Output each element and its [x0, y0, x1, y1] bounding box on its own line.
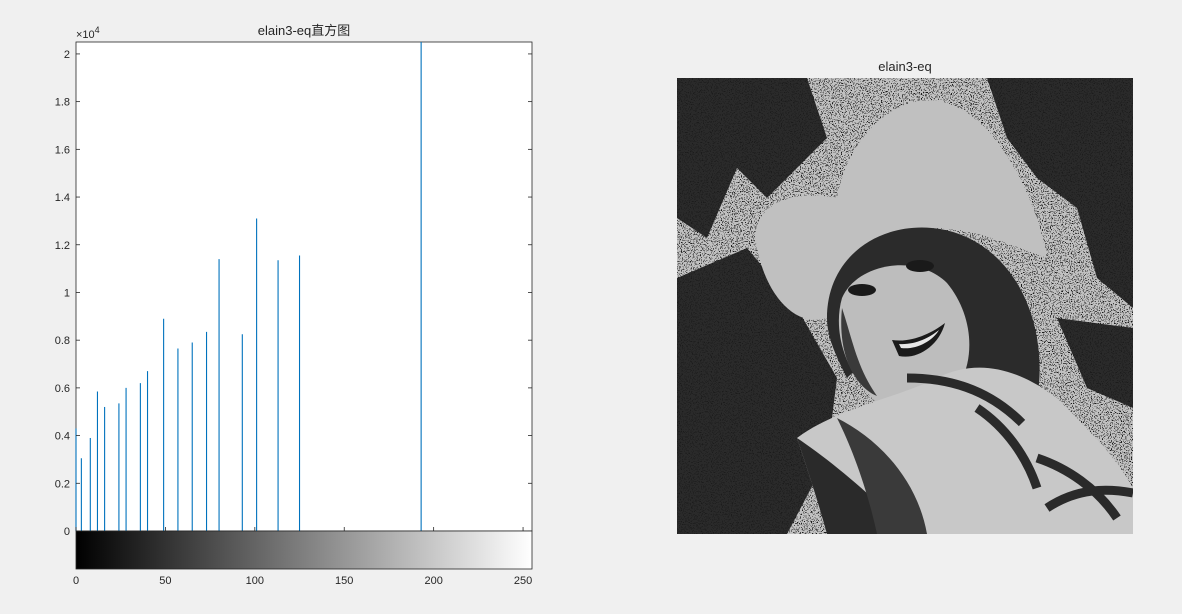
histogram-axes: 0 0.2 0.4 0.6 0.8 1 1.2 1.4 1.6 1.8 2 elain3-eq直方图… [55, 23, 533, 538]
equalized-image-rendering [677, 78, 1133, 534]
arm-shadow [837, 418, 927, 534]
dress-stripes [906, 373, 1133, 521]
y-tick-label: 1 [64, 287, 70, 299]
x-tick-label: 200 [424, 575, 442, 587]
histogram-title: elain3-eq直方图 [258, 23, 351, 38]
x-axis-ticks: 0 50 100 150 200 250 [73, 527, 532, 587]
y-tick-label: 0 [64, 526, 70, 538]
y-tick-label: 0.2 [55, 478, 70, 490]
y-exponent-label: ×104 [76, 25, 100, 41]
y-tick-label: 0.4 [55, 431, 70, 443]
y-tick-label: 1.4 [55, 192, 70, 204]
y-exponent-power: 4 [95, 25, 100, 35]
y-tick-label: 0.8 [55, 335, 70, 347]
image-title: elain3-eq [878, 59, 932, 74]
x-tick-label: 50 [159, 575, 171, 587]
histogram-bars [75, 42, 422, 531]
face-shadow [841, 308, 877, 396]
colorbar: 0 50 100 150 200 250 [73, 527, 533, 587]
y-axis-ticks: 0 0.2 0.4 0.6 0.8 1 1.2 1.4 1.6 1.8 2 [55, 49, 532, 538]
x-tick-label: 100 [246, 575, 264, 587]
histogram-plot-area [75, 41, 533, 532]
left-eye-shape [848, 284, 876, 296]
y-tick-label: 1.6 [55, 144, 70, 156]
x-tick-label: 0 [73, 575, 79, 587]
y-tick-label: 1.8 [55, 97, 70, 109]
equalized-image [677, 78, 1133, 534]
x-tick-label: 250 [514, 575, 532, 587]
y-tick-label: 1.2 [55, 240, 70, 252]
y-tick-label: 0.6 [55, 383, 70, 395]
colorbar-gradient [75, 530, 533, 570]
x-tick-label: 150 [335, 575, 353, 587]
y-tick-label: 2 [64, 49, 70, 61]
right-eye-shape [906, 260, 934, 272]
teeth-shape [899, 330, 939, 349]
hat-shape [755, 100, 1047, 320]
